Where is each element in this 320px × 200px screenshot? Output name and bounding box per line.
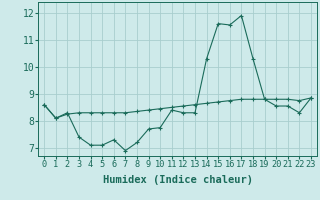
X-axis label: Humidex (Indice chaleur): Humidex (Indice chaleur) — [103, 175, 252, 185]
